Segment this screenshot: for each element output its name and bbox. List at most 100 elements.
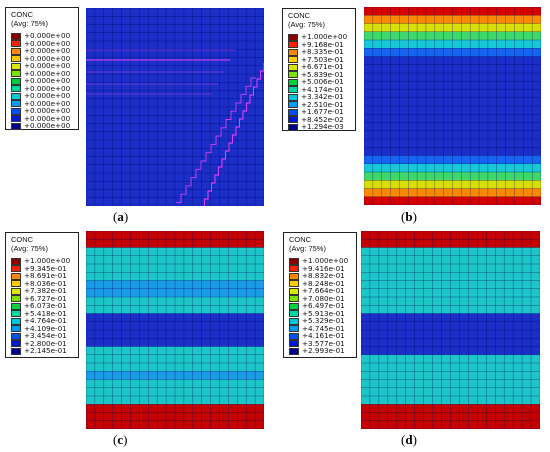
legend-swatch <box>11 302 21 310</box>
legend-swatch <box>289 325 299 332</box>
legend-value: +0.000e+00 <box>24 61 71 70</box>
legend-value: +5.839e-01 <box>301 69 344 79</box>
legend-swatch <box>288 78 298 86</box>
legend-swatch <box>288 48 298 56</box>
legend-value: +9.168e-01 <box>301 39 344 49</box>
legend-entry: +4.161e-01 <box>289 332 345 340</box>
legend-value: +1.000e+00 <box>302 256 349 265</box>
legend-value: +4.764e-01 <box>24 316 67 325</box>
legend-entry: +9.416e-01 <box>289 263 345 273</box>
legend-entry: +0.000e+00 <box>11 69 70 78</box>
legend-swatch <box>289 287 299 295</box>
legend-value: +1.294e-03 <box>301 122 344 131</box>
legend-swatch <box>11 340 21 347</box>
legend-value: +4.161e-01 <box>302 331 345 340</box>
legend-entry: +4.109e-01 <box>11 323 67 333</box>
legend-swatch <box>288 71 298 78</box>
caption-letter: b <box>405 209 413 224</box>
legend-entry: +7.664e-01 <box>289 287 345 295</box>
legend-entry: +8.691e-01 <box>11 272 67 280</box>
legend-entry: +2.510e-01 <box>288 99 344 109</box>
legend-swatch <box>11 107 21 115</box>
legend-value: +0.000e+00 <box>24 83 71 93</box>
legend-value: +7.664e-01 <box>302 286 345 295</box>
legend-swatch <box>289 310 299 317</box>
legend-entry: +7.080e-01 <box>289 294 345 303</box>
legend-swatch <box>289 280 299 287</box>
legend-swatch <box>11 332 21 340</box>
legend-value: +8.036e-01 <box>24 278 67 288</box>
legend-entry: +5.006e-01 <box>288 78 344 86</box>
legend-entry: +7.503e-01 <box>288 54 344 64</box>
legend-swatch <box>11 32 21 40</box>
legend-swatch <box>288 123 298 131</box>
legend-value: +5.418e-01 <box>24 308 67 318</box>
legend-entry: +0.000e+00 <box>11 32 70 40</box>
contour-plot-d <box>361 231 540 429</box>
caption-a: (a) <box>113 209 129 224</box>
legend-entry: +8.452e-02 <box>288 114 344 124</box>
mesh-grid <box>86 8 264 206</box>
legend-swatch <box>288 56 298 63</box>
legend-subtitle: (Avg: 75%) <box>11 19 48 28</box>
legend-swatch <box>11 77 21 85</box>
legend-value: +6.671e-01 <box>301 62 344 71</box>
legend-value: +2.510e-01 <box>301 99 344 109</box>
legend-value: +5.006e-01 <box>301 77 344 86</box>
legend-swatch <box>289 257 299 265</box>
legend-value: +4.109e-01 <box>24 323 67 333</box>
legend-swatch <box>11 40 21 47</box>
legend-entry: +0.000e+00 <box>11 54 70 63</box>
legend-value: +0.000e+00 <box>24 91 71 100</box>
legend-entry: +4.745e-01 <box>289 323 345 333</box>
legend-value: +4.745e-01 <box>302 323 345 333</box>
legend-value: +0.000e+00 <box>24 76 71 85</box>
legend-value: +0.000e+00 <box>24 106 71 115</box>
legend-value: +8.335e-01 <box>301 47 344 56</box>
legend-swatch <box>11 272 21 280</box>
legend-value: +7.503e-01 <box>301 54 344 64</box>
legend-entry: +0.000e+00 <box>11 77 70 85</box>
legend-value: +2.145e-01 <box>24 346 67 355</box>
legend-entry: +3.342e-01 <box>288 93 344 101</box>
legend-swatch <box>288 33 298 41</box>
legend-value: +8.691e-01 <box>24 271 67 280</box>
legend-entry: +9.345e-01 <box>11 264 67 273</box>
legend-entry: +0.000e+00 <box>11 62 70 70</box>
legend-value: +0.000e+00 <box>24 31 71 40</box>
legend-swatch <box>11 115 21 122</box>
legend-swatch <box>289 302 299 310</box>
legend-entry: +8.036e-01 <box>11 278 67 288</box>
legend-entry: +0.000e+00 <box>11 38 71 48</box>
legend-entry: +6.497e-01 <box>289 302 345 310</box>
legend-swatch <box>11 295 21 302</box>
legend-entry: +1.000e+00 <box>11 257 70 265</box>
caption-letter: d <box>405 432 413 447</box>
legend-c: CONC (Avg: 75%) +1.000e+00 +9.345e-01 +8.6… <box>5 232 79 358</box>
legend-entry: +0.000e+00 <box>11 99 70 108</box>
legend-subtitle: (Avg: 75%) <box>11 244 48 253</box>
legend-value: +0.000e+00 <box>24 38 71 48</box>
legend-value: +5.329e-01 <box>302 316 345 325</box>
legend-title: CONC <box>288 11 311 20</box>
legend-entry: +2.145e-01 <box>11 347 67 355</box>
legend-swatch <box>289 317 299 325</box>
legend-entry: +5.329e-01 <box>289 317 345 325</box>
legend-value: +9.416e-01 <box>302 263 345 273</box>
legend-swatch <box>288 93 298 101</box>
legend-swatch <box>289 340 299 347</box>
legend-entry: +2.800e-01 <box>11 339 67 348</box>
caption-b: (b) <box>401 209 417 224</box>
legend-swatch <box>289 272 299 280</box>
legend-entry: +1.000e+00 <box>288 33 347 41</box>
legend-entry: +0.000e+00 <box>11 122 70 130</box>
legend-swatch <box>11 325 21 332</box>
legend-swatch <box>11 347 21 355</box>
legend-swatch <box>288 108 298 116</box>
legend-d: CONC (Avg: 75%) +1.000e+00 +9.416e-01 +8.8… <box>283 232 357 358</box>
legend-entry: +7.382e-01 <box>11 287 67 295</box>
legend-value: +8.452e-02 <box>301 114 344 124</box>
legend-entry: +8.832e-01 <box>289 272 345 280</box>
legend-title: CONC <box>11 235 34 244</box>
legend-swatch <box>289 295 299 302</box>
